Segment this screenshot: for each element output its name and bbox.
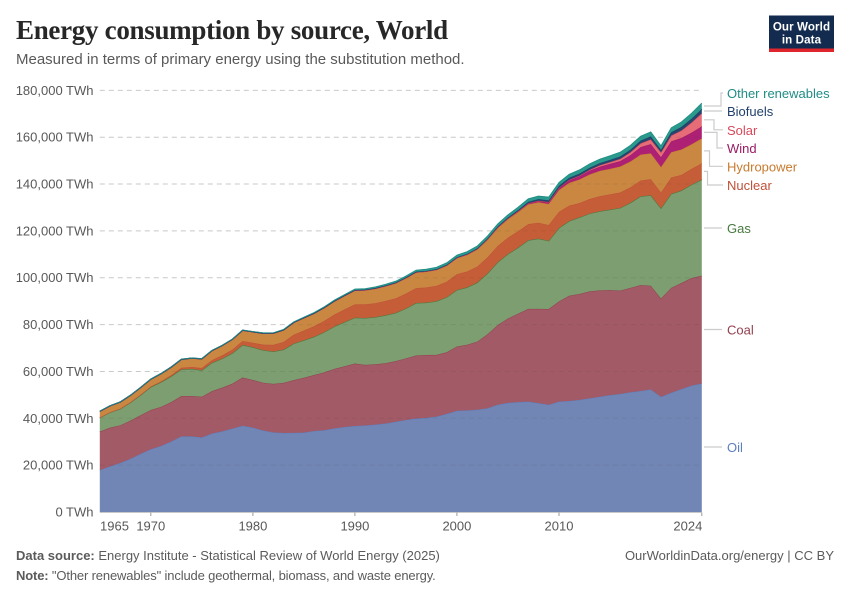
svg-text:OurWorldinData.org/energy | CC: OurWorldinData.org/energy | CC BY [625, 548, 834, 563]
svg-text:2000: 2000 [442, 519, 471, 534]
svg-text:Nuclear: Nuclear [727, 178, 772, 193]
svg-text:Note: "Other renewables" inclu: Note: "Other renewables" include geother… [16, 568, 436, 583]
svg-text:0 TWh: 0 TWh [55, 505, 93, 520]
svg-text:1980: 1980 [238, 519, 267, 534]
svg-text:Coal: Coal [727, 323, 754, 338]
svg-text:120,000 TWh: 120,000 TWh [16, 223, 94, 238]
svg-text:20,000 TWh: 20,000 TWh [23, 458, 94, 473]
svg-text:in Data: in Data [782, 34, 822, 47]
svg-text:Solar: Solar [727, 123, 758, 138]
svg-text:2024: 2024 [673, 519, 702, 534]
svg-text:1970: 1970 [136, 519, 165, 534]
svg-text:60,000 TWh: 60,000 TWh [23, 364, 94, 379]
svg-text:Wind: Wind [727, 141, 757, 156]
svg-text:Biofuels: Biofuels [727, 104, 774, 119]
svg-text:140,000 TWh: 140,000 TWh [16, 177, 94, 192]
svg-text:Our World: Our World [773, 20, 830, 33]
svg-text:Gas: Gas [727, 221, 751, 236]
svg-text:80,000 TWh: 80,000 TWh [23, 317, 94, 332]
svg-text:Oil: Oil [727, 440, 743, 455]
svg-text:Other renewables: Other renewables [727, 86, 830, 101]
svg-text:100,000 TWh: 100,000 TWh [16, 270, 94, 285]
svg-text:40,000 TWh: 40,000 TWh [23, 411, 94, 426]
svg-text:Hydropower: Hydropower [727, 159, 798, 174]
svg-text:160,000 TWh: 160,000 TWh [16, 130, 94, 145]
svg-text:Energy consumption by source,: Energy consumption by source, World [16, 15, 448, 45]
svg-text:Data source: Energy Institute: Data source: Energy Institute - Statisti… [16, 548, 440, 563]
svg-text:180,000 TWh: 180,000 TWh [16, 83, 94, 98]
svg-text:1965: 1965 [100, 519, 129, 534]
svg-text:2010: 2010 [545, 519, 574, 534]
svg-text:1990: 1990 [340, 519, 369, 534]
svg-text:Measured in terms of primary e: Measured in terms of primary energy usin… [16, 51, 465, 68]
